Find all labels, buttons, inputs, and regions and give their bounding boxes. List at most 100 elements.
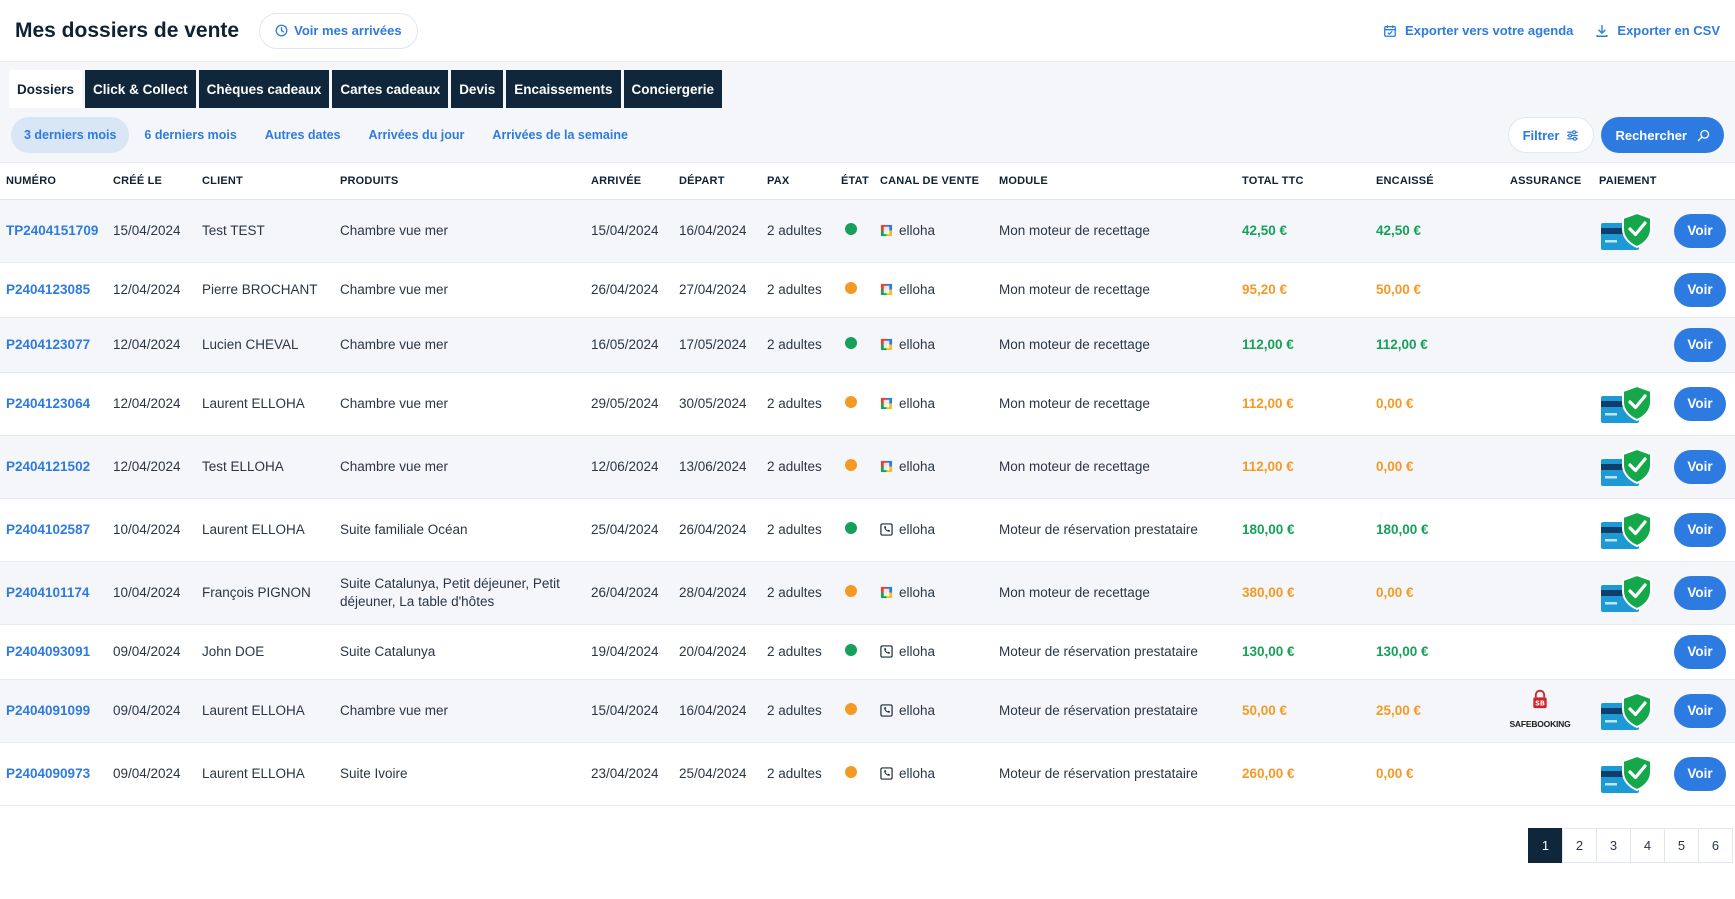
tabs-bar: Dossiers Click & Collect Chèques cadeaux…: [0, 62, 1735, 108]
client-name: François PIGNON: [196, 561, 334, 625]
page-button-3[interactable]: 3: [1596, 828, 1631, 863]
client-name: Test TEST: [196, 199, 334, 263]
status-cell: [835, 199, 874, 263]
table-row[interactable]: P2404091099 09/04/2024 Laurent ELLOHA Chamb…: [0, 679, 1735, 743]
dossier-number-link[interactable]: P2404090973: [0, 742, 107, 806]
col-header-arrivee[interactable]: ARRIVÉE: [585, 163, 673, 200]
tab-cheques-cadeaux[interactable]: Chèques cadeaux: [198, 70, 330, 108]
page-button-5[interactable]: 5: [1664, 828, 1699, 863]
period-other-dates[interactable]: Autres dates: [264, 128, 341, 142]
pax: 2 adultes: [761, 199, 835, 263]
lock-icon: SB: [1530, 689, 1550, 714]
table-row[interactable]: P2404123064 12/04/2024 Laurent ELLOHA Chamb…: [0, 372, 1735, 436]
table-row[interactable]: P2404093091 09/04/2024 John DOE Suite Catal…: [0, 624, 1735, 680]
col-header-encaisse[interactable]: ENCAISSÉ: [1370, 163, 1504, 200]
filter-button[interactable]: Filtrer: [1507, 117, 1595, 153]
view-button[interactable]: Voir: [1674, 575, 1726, 610]
total-ttc: 130,00 €: [1236, 624, 1370, 680]
table-row[interactable]: P2404123085 12/04/2024 Pierre BROCHANT Cham…: [0, 262, 1735, 318]
dossier-number-link[interactable]: P2404102587: [0, 498, 107, 562]
sales-channel: elloha: [874, 624, 993, 680]
col-header-cree-le[interactable]: CRÉÉ LE: [107, 163, 196, 200]
col-header-actions: [1668, 163, 1735, 200]
channel-label: elloha: [899, 765, 936, 781]
col-header-assurance[interactable]: ASSURANCE: [1504, 163, 1593, 200]
tab-devis[interactable]: Devis: [451, 70, 504, 108]
col-header-produits[interactable]: PRODUITS: [334, 163, 585, 200]
table-row[interactable]: P2404123077 12/04/2024 Lucien CHEVAL Chambr…: [0, 317, 1735, 373]
created-date: 09/04/2024: [107, 742, 196, 806]
view-button[interactable]: Voir: [1674, 386, 1726, 421]
table-row[interactable]: P2404102587 10/04/2024 Laurent ELLOHA Suite…: [0, 498, 1735, 562]
dossier-number-link[interactable]: P2404093091: [0, 624, 107, 680]
table-row[interactable]: TP2404151709 15/04/2024 Test TEST Chambre v…: [0, 199, 1735, 263]
tab-dossiers[interactable]: Dossiers: [9, 70, 83, 108]
view-button[interactable]: Voir: [1674, 756, 1726, 791]
col-header-total[interactable]: TOTAL TTC: [1236, 163, 1370, 200]
col-header-numero[interactable]: NUMÉRO: [0, 163, 107, 200]
dossier-number-link[interactable]: P2404121502: [0, 435, 107, 499]
products: Suite familiale Océan: [334, 498, 585, 562]
table-row[interactable]: P2404101174 10/04/2024 François PIGNON Suit…: [0, 561, 1735, 625]
dossier-number-link[interactable]: P2404101174: [0, 561, 107, 625]
sales-channel: elloha: [874, 262, 993, 318]
dossier-number-link[interactable]: TP2404151709: [0, 199, 107, 263]
table-row[interactable]: P2404090973 09/04/2024 Laurent ELLOHA Suite…: [0, 742, 1735, 806]
period-3-months[interactable]: 3 derniers mois: [11, 117, 130, 153]
export-agenda-label: Exporter vers votre agenda: [1405, 23, 1574, 38]
col-header-module[interactable]: MODULE: [993, 163, 1236, 200]
phone-icon: [880, 645, 893, 658]
view-arrivals-label: Voir mes arrivées: [294, 23, 402, 38]
export-agenda-link[interactable]: Exporter vers votre agenda: [1383, 23, 1573, 38]
dossier-number-link[interactable]: P2404091099: [0, 679, 107, 743]
elloha-logo-icon: [880, 586, 893, 599]
period-week-arrivals[interactable]: Arrivées de la semaine: [492, 128, 628, 142]
search-icon: [1697, 129, 1710, 141]
search-button[interactable]: Rechercher: [1601, 117, 1724, 153]
module: Mon moteur de recettage: [993, 317, 1236, 373]
view-arrivals-button[interactable]: Voir mes arrivées: [259, 12, 418, 49]
col-header-pax[interactable]: PAX: [761, 163, 835, 200]
view-button[interactable]: Voir: [1674, 213, 1726, 248]
total-ttc: 95,20 €: [1236, 262, 1370, 318]
phone-icon: [880, 523, 893, 536]
departure-date: 25/04/2024: [673, 742, 761, 806]
tab-encaissements[interactable]: Encaissements: [506, 70, 621, 108]
view-button[interactable]: Voir: [1674, 512, 1726, 547]
channel-label: elloha: [899, 395, 936, 411]
dossier-number-link[interactable]: P2404123085: [0, 262, 107, 318]
table-row[interactable]: P2404121502 12/04/2024 Test ELLOHA Chambre …: [0, 435, 1735, 499]
col-header-etat[interactable]: ÉTAT: [835, 163, 874, 200]
dossier-number-link[interactable]: P2404123077: [0, 317, 107, 373]
export-csv-link[interactable]: Exporter en CSV: [1595, 23, 1720, 38]
period-6-months[interactable]: 6 derniers mois: [144, 128, 237, 142]
calendar-check-icon: [1384, 24, 1396, 37]
module: Mon moteur de recettage: [993, 262, 1236, 318]
view-button[interactable]: Voir: [1674, 327, 1726, 362]
view-button[interactable]: Voir: [1674, 449, 1726, 484]
page-button-6[interactable]: 6: [1698, 828, 1733, 863]
page-button-4[interactable]: 4: [1630, 828, 1665, 863]
col-header-paiement[interactable]: PAIEMENT: [1593, 163, 1668, 200]
products: Chambre vue mer: [334, 262, 585, 318]
tab-click-collect[interactable]: Click & Collect: [85, 70, 196, 108]
view-button[interactable]: Voir: [1674, 634, 1726, 669]
col-header-depart[interactable]: DÉPART: [673, 163, 761, 200]
amount-collected: 42,50 €: [1370, 199, 1504, 263]
page-button-2[interactable]: 2: [1562, 828, 1597, 863]
period-today-arrivals[interactable]: Arrivées du jour: [368, 128, 465, 142]
view-button[interactable]: Voir: [1674, 272, 1726, 307]
safebooking-logo: SB SAFEBOOKING: [1509, 689, 1571, 733]
arrival-date: 16/05/2024: [585, 317, 673, 373]
view-button[interactable]: Voir: [1674, 693, 1726, 728]
products: Chambre vue mer: [334, 317, 585, 373]
tab-conciergerie[interactable]: Conciergerie: [623, 70, 723, 108]
dossier-number-link[interactable]: P2404123064: [0, 372, 107, 436]
amount-collected: 112,00 €: [1370, 317, 1504, 373]
tab-cartes-cadeaux[interactable]: Cartes cadeaux: [332, 70, 449, 108]
col-header-client[interactable]: CLIENT: [196, 163, 334, 200]
arrival-date: 12/06/2024: [585, 435, 673, 499]
page-button-1[interactable]: 1: [1528, 828, 1563, 863]
module: Moteur de réservation prestataire: [993, 624, 1236, 680]
col-header-canal[interactable]: CANAL DE VENTE: [874, 163, 993, 200]
